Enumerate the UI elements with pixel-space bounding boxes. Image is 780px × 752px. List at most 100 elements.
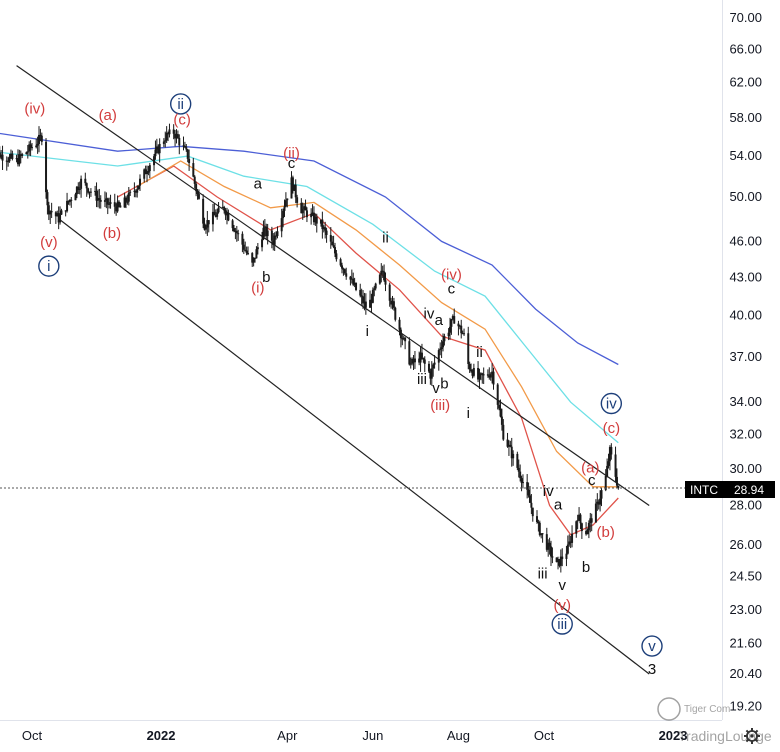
candle <box>324 221 327 239</box>
candle <box>458 324 461 330</box>
candle <box>468 361 471 373</box>
ticker-label: INTC <box>690 483 718 497</box>
candle <box>26 144 29 159</box>
price-tick-label: 32.00 <box>729 426 762 441</box>
candle <box>507 440 510 456</box>
candle <box>19 150 22 164</box>
candle <box>296 194 299 208</box>
wave-label: (b) <box>597 524 615 541</box>
candle <box>391 295 394 310</box>
wave-label: i <box>467 405 470 422</box>
candle <box>99 195 102 209</box>
last-price-label: 28.94 <box>734 483 764 497</box>
candle <box>38 126 41 153</box>
candle <box>547 539 550 557</box>
candle <box>144 165 147 175</box>
price-tick-label: 20.40 <box>729 666 762 681</box>
candle <box>394 306 397 322</box>
candle <box>143 168 146 183</box>
candle <box>521 474 524 489</box>
candle <box>133 182 136 198</box>
price-tick-label: 34.00 <box>729 394 762 409</box>
time-tick-label: 2023 <box>659 728 688 743</box>
candle <box>319 219 322 227</box>
candle <box>57 206 60 230</box>
candle <box>251 252 254 267</box>
candle <box>540 533 543 539</box>
candle <box>242 238 245 254</box>
candle <box>401 334 404 346</box>
candle <box>96 189 99 208</box>
wave-circle-icon <box>38 255 60 277</box>
candle <box>273 232 276 251</box>
candle <box>266 223 269 245</box>
candle <box>75 185 78 199</box>
candle <box>88 191 91 199</box>
wave-label: (iv) <box>441 267 462 284</box>
candle <box>94 185 97 196</box>
time-axis[interactable]: Oct 2022 Apr Jun Aug Oct 2023 <box>22 728 688 743</box>
price-tick-label: 54.00 <box>729 148 762 163</box>
candle <box>369 290 372 308</box>
candle <box>610 443 613 460</box>
candle <box>384 272 387 292</box>
candle <box>59 206 62 225</box>
candle <box>225 207 228 225</box>
candle <box>383 264 386 282</box>
candle <box>183 141 186 149</box>
wave-label: iii <box>557 616 567 633</box>
candle <box>599 490 602 512</box>
candle <box>579 513 582 530</box>
settings-gear-icon[interactable] <box>744 728 760 744</box>
candle <box>164 131 167 148</box>
ticker-tag-background <box>685 481 723 498</box>
candle <box>174 130 177 147</box>
candle <box>333 242 336 258</box>
candle <box>399 327 402 348</box>
price-tick-label: 37.00 <box>729 349 762 364</box>
price-tick-label: 66.00 <box>729 41 762 56</box>
time-tick-label: Jun <box>362 728 383 743</box>
candle <box>18 149 21 167</box>
candle <box>491 363 494 384</box>
time-tick-label: Oct <box>534 728 555 743</box>
candle <box>412 355 415 371</box>
wave-label: ii <box>476 344 483 361</box>
candle <box>36 136 39 154</box>
candle <box>558 558 561 568</box>
candle <box>60 208 63 215</box>
candle <box>345 267 348 280</box>
candle <box>398 317 401 336</box>
candle <box>509 440 512 448</box>
candle <box>255 246 258 259</box>
price-tick-label: 21.60 <box>729 636 762 651</box>
price-axis[interactable]: 70.00 66.00 62.00 58.00 54.00 50.00 46.00 43.00… <box>729 10 762 713</box>
candle <box>496 383 499 410</box>
candle <box>449 317 452 340</box>
candle <box>303 203 306 218</box>
wave-label: a <box>435 312 444 329</box>
candle <box>339 257 342 267</box>
candle <box>614 446 617 482</box>
last-price-tag: INTC 28.94 <box>685 481 775 498</box>
candle <box>109 194 112 209</box>
candle <box>555 557 558 563</box>
candle <box>234 227 237 240</box>
candle <box>176 130 179 139</box>
candle <box>332 235 335 249</box>
price-tick-label: 58.00 <box>729 110 762 125</box>
wave-label: b <box>262 269 270 286</box>
price-tick-label: 46.00 <box>729 233 762 248</box>
candle <box>146 165 149 183</box>
candle <box>586 528 589 535</box>
candle <box>388 282 391 307</box>
candle <box>206 210 209 236</box>
candle <box>409 357 412 369</box>
candle <box>408 337 411 366</box>
candle <box>341 262 344 274</box>
candle <box>147 165 150 176</box>
candle <box>371 287 374 304</box>
candle <box>1 145 4 170</box>
wave-circle-icon <box>600 392 623 415</box>
